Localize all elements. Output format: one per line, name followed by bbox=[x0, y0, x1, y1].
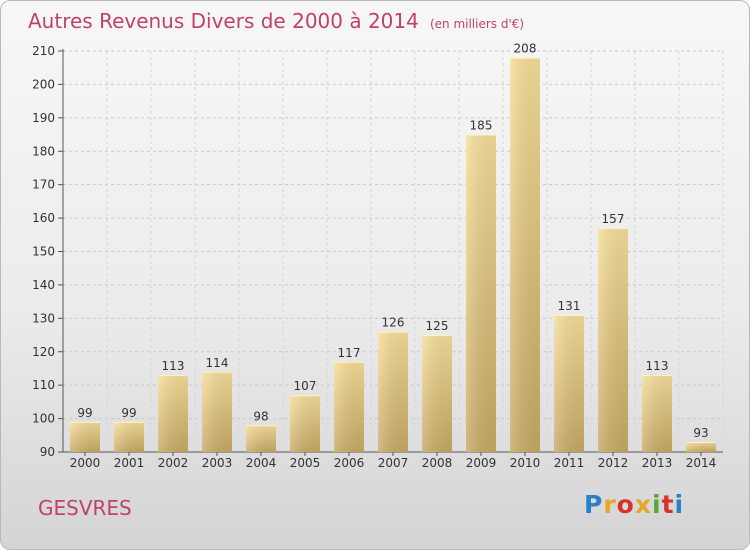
bar-group bbox=[246, 425, 276, 452]
bar-shade bbox=[422, 335, 452, 452]
logo-letter: r bbox=[603, 490, 617, 519]
logo-letter: P bbox=[584, 490, 604, 519]
title-unit: (en milliers d'€) bbox=[429, 17, 525, 31]
bar-shade bbox=[598, 228, 628, 452]
x-tick-label: 2006 bbox=[334, 456, 365, 470]
proxiti-logo[interactable]: Proxiti bbox=[584, 490, 684, 519]
bar-shade bbox=[114, 421, 144, 452]
bar-shade bbox=[246, 425, 276, 452]
x-tick-label: 2013 bbox=[642, 456, 673, 470]
value-label: 117 bbox=[338, 346, 361, 360]
bar-group bbox=[554, 314, 584, 452]
y-tick-label: 210 bbox=[32, 44, 55, 58]
bar-group bbox=[290, 395, 320, 452]
y-tick-label: 130 bbox=[32, 311, 55, 325]
x-tick-label: 2002 bbox=[158, 456, 189, 470]
bar-shade bbox=[510, 57, 540, 452]
x-tick-label: 2009 bbox=[466, 456, 497, 470]
chart-title: Autres Revenus Divers de 2000 à 2014 (en… bbox=[28, 9, 524, 33]
y-tick-label: 190 bbox=[32, 111, 55, 125]
bar-group bbox=[114, 421, 144, 452]
x-tick-label: 2011 bbox=[554, 456, 585, 470]
value-label: 131 bbox=[558, 299, 581, 313]
x-tick-label: 2012 bbox=[598, 456, 629, 470]
value-label: 93 bbox=[693, 426, 708, 440]
bars bbox=[70, 57, 716, 452]
bar-group bbox=[686, 441, 716, 452]
x-tick-label: 2003 bbox=[202, 456, 233, 470]
value-label: 99 bbox=[77, 406, 92, 420]
value-label: 107 bbox=[294, 379, 317, 393]
y-tick-label: 170 bbox=[32, 178, 55, 192]
bar-group bbox=[70, 421, 100, 452]
logo-letter: i bbox=[652, 490, 662, 519]
value-label: 113 bbox=[646, 359, 669, 373]
title-main: Autres Revenus Divers de 2000 à 2014 bbox=[28, 9, 419, 33]
bar-shade bbox=[642, 375, 672, 452]
bar-shade bbox=[158, 375, 188, 452]
x-tick-label: 2010 bbox=[510, 456, 541, 470]
bar-shade bbox=[466, 134, 496, 452]
y-tick-label: 110 bbox=[32, 378, 55, 392]
value-label: 99 bbox=[121, 406, 136, 420]
bar-group bbox=[378, 331, 408, 452]
logo-letter: i bbox=[674, 490, 685, 519]
bar-group bbox=[466, 134, 496, 452]
bar-group bbox=[598, 228, 628, 452]
labels: 99 2000 99 2001 113 2002 114 2003 98 2004 107 2005 1… bbox=[70, 42, 717, 470]
value-label: 113 bbox=[162, 359, 185, 373]
x-tick-label: 2014 bbox=[686, 456, 717, 470]
bar-group bbox=[510, 57, 540, 452]
bar-group bbox=[334, 361, 364, 452]
y-tick-label: 90 bbox=[40, 445, 55, 459]
x-tick-label: 2007 bbox=[378, 456, 409, 470]
logo-letter: t bbox=[661, 490, 675, 519]
y-tick-label: 150 bbox=[32, 245, 55, 259]
bar-group bbox=[158, 375, 188, 452]
y-tick-label: 160 bbox=[32, 211, 55, 225]
bar-group bbox=[422, 335, 452, 452]
x-tick-label: 2005 bbox=[290, 456, 321, 470]
y-tick-label: 200 bbox=[32, 77, 55, 91]
value-label: 208 bbox=[514, 42, 537, 56]
bar-shade bbox=[290, 395, 320, 452]
logo-letter: x bbox=[634, 490, 652, 519]
x-tick-label: 2001 bbox=[114, 456, 145, 470]
bar-shade bbox=[554, 314, 584, 452]
value-label: 98 bbox=[253, 409, 268, 423]
x-tick-label: 2004 bbox=[246, 456, 277, 470]
value-label: 114 bbox=[206, 356, 229, 370]
bar-group bbox=[642, 375, 672, 452]
bar-shade bbox=[686, 441, 716, 452]
y-tick-label: 120 bbox=[32, 345, 55, 359]
x-tick-label: 2000 bbox=[70, 456, 101, 470]
y-tick-label: 100 bbox=[32, 412, 55, 426]
bar-shade bbox=[202, 371, 232, 452]
bar-shade bbox=[334, 361, 364, 452]
bar-group bbox=[202, 371, 232, 452]
x-tick-label: 2008 bbox=[422, 456, 453, 470]
bar-shade bbox=[70, 421, 100, 452]
bar-shade bbox=[378, 331, 408, 452]
value-label: 185 bbox=[470, 119, 493, 133]
y-tick-label: 180 bbox=[32, 144, 55, 158]
y-tick-label: 140 bbox=[32, 278, 55, 292]
value-label: 157 bbox=[602, 212, 625, 226]
logo-letter: o bbox=[616, 490, 635, 519]
value-label: 126 bbox=[382, 316, 405, 330]
commune-name: GESVRES bbox=[38, 496, 132, 520]
value-label: 125 bbox=[426, 319, 449, 333]
